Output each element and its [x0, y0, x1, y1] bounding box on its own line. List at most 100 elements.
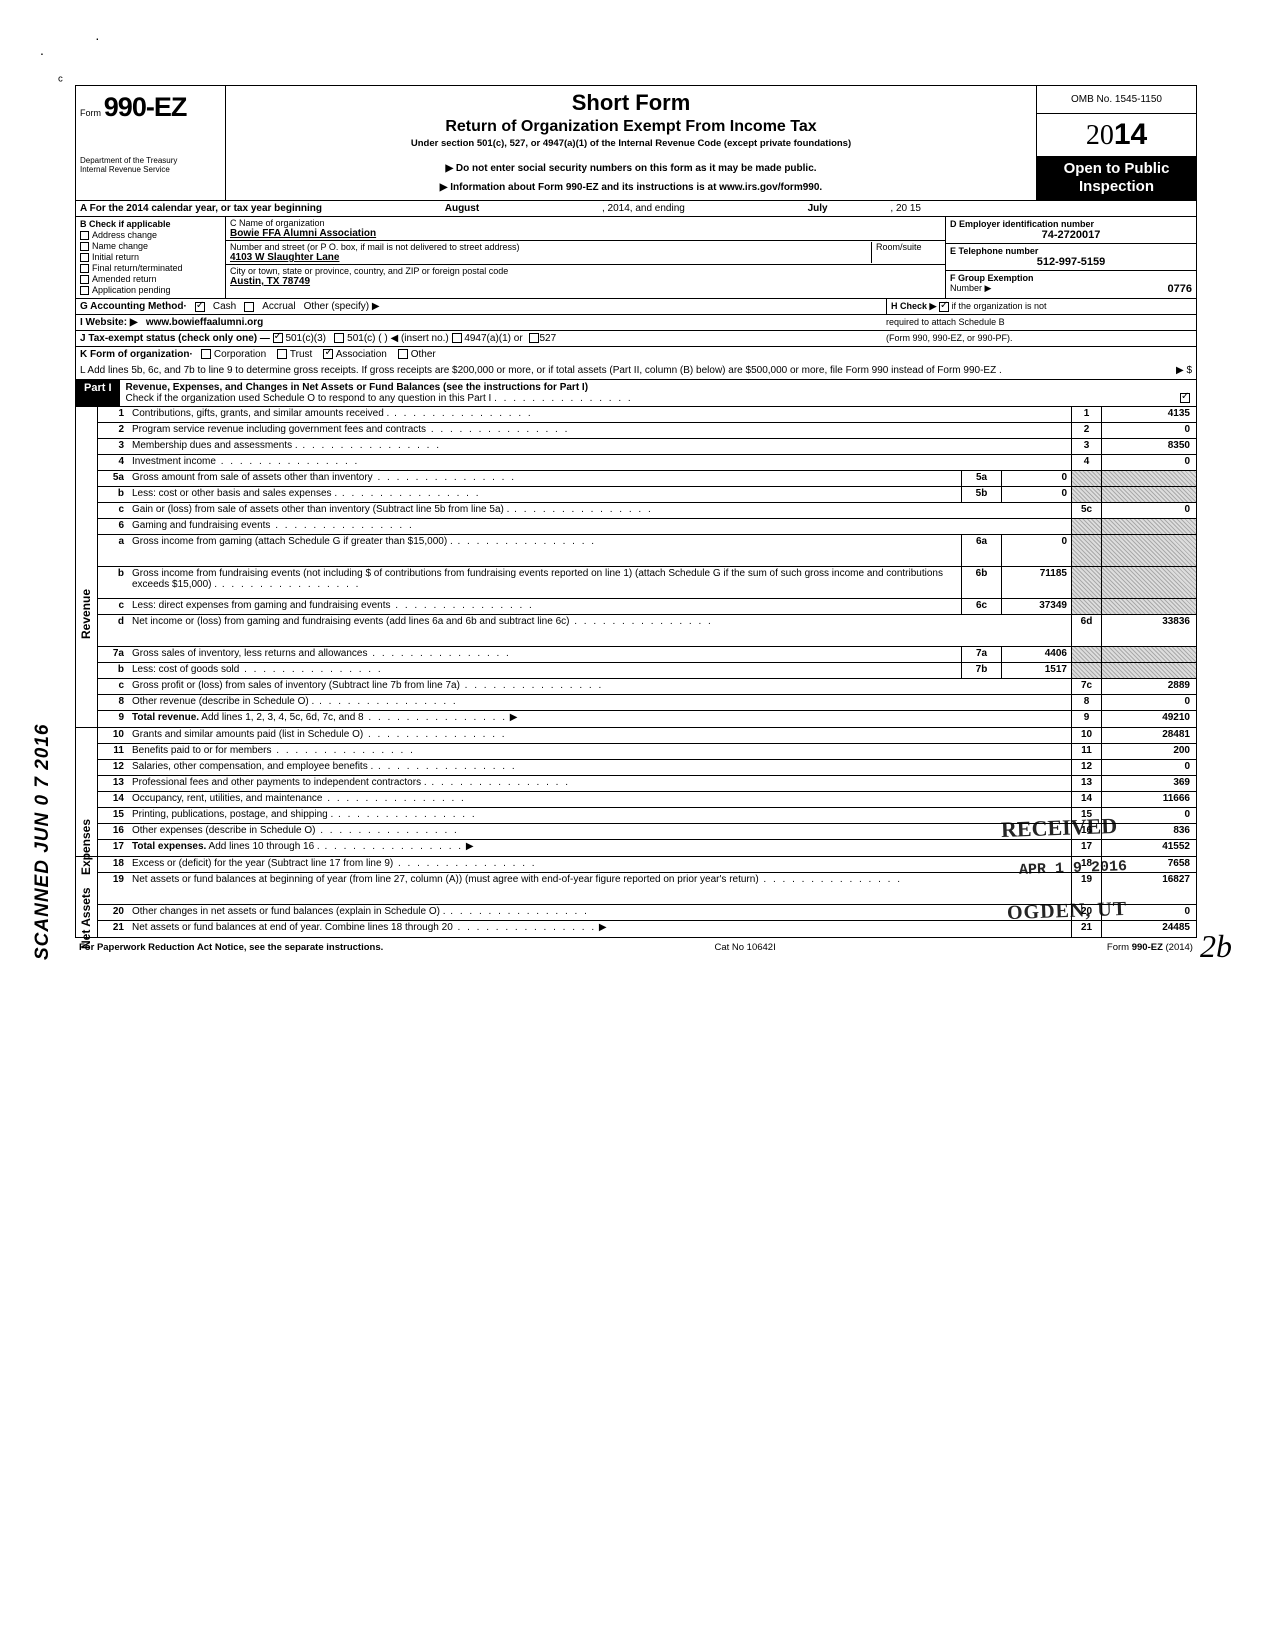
year-suffix: 14 [1114, 118, 1147, 151]
chk-trust[interactable] [277, 349, 287, 359]
line-number: 4 [98, 455, 128, 470]
line-box-number [1071, 487, 1101, 502]
chk-corp[interactable] [201, 349, 211, 359]
chk-schedule-o[interactable] [1180, 393, 1190, 403]
netassets-table: 18Excess or (deficit) for the year (Subt… [98, 857, 1196, 937]
chk-501c[interactable] [334, 333, 344, 343]
j-4947: 4947(a)(1) or [464, 333, 522, 344]
line-desc: Professional fees and other payments to … [128, 776, 1071, 791]
line-box-number: 9 [1071, 711, 1101, 727]
line-desc: Grants and similar amounts paid (list in… [128, 728, 1071, 743]
side-revenue-text: Revenue [79, 579, 93, 639]
c-room-label: Room/suite [871, 242, 941, 263]
expenses-section: Expenses 10Grants and similar amounts pa… [75, 728, 1197, 857]
chk-schedule-b[interactable] [939, 302, 949, 312]
line-row: bLess: cost or other basis and sales exp… [98, 487, 1196, 503]
row-a-mid: , 2014, and ending [602, 203, 685, 214]
line-desc: Less: direct expenses from gaming and fu… [128, 599, 961, 614]
line-number: 17 [98, 840, 128, 856]
chk-501c3[interactable] [273, 333, 283, 343]
line-number: 11 [98, 744, 128, 759]
l-text: L Add lines 5b, 6c, and 7b to line 9 to … [80, 365, 1002, 376]
g-cash: Cash [213, 301, 236, 312]
line-desc: Benefits paid to or for members [128, 744, 1071, 759]
k-trust: Trust [290, 349, 312, 360]
chk-other-org[interactable] [398, 349, 408, 359]
h-schedule-b: H Check ▶ if the organization is not [886, 299, 1196, 314]
line-value: 0 [1101, 808, 1196, 823]
line-value: 28481 [1101, 728, 1196, 743]
line-desc: Occupancy, rent, utilities, and maintena… [128, 792, 1071, 807]
line-number: 9 [98, 711, 128, 727]
chk-name-change[interactable]: Name change [80, 241, 221, 251]
line-box-number: 5c [1071, 503, 1101, 518]
line-box-number: 13 [1071, 776, 1101, 791]
line-box-number: 21 [1071, 921, 1101, 937]
line-desc: Net assets or fund balances at beginning… [128, 873, 1071, 904]
chk-address-change[interactable]: Address change [80, 230, 221, 240]
stamp-scanned: SCANNED JUN 0 7 2016 [32, 724, 54, 960]
line-box-number: 4 [1071, 455, 1101, 470]
line-desc: Total revenue. Add lines 1, 2, 3, 4, 5c,… [128, 711, 1071, 727]
line-row: 20Other changes in net assets or fund ba… [98, 905, 1196, 921]
sub-line-box: 6b [961, 567, 1001, 598]
chk-accrual[interactable] [244, 302, 254, 312]
line-box-number: 1 [1071, 407, 1101, 422]
line-number: b [98, 567, 128, 598]
form-label: Form [80, 108, 101, 118]
line-box-number: 10 [1071, 728, 1101, 743]
d-label: D Employer identification number [950, 219, 1094, 229]
part-i-title-block: Revenue, Expenses, and Changes in Net As… [120, 380, 1196, 406]
chk-amended[interactable]: Amended return [80, 274, 221, 284]
line-row: 17Total expenses. Add lines 10 through 1… [98, 840, 1196, 856]
sub-line-box: 7a [961, 647, 1001, 662]
c-street-label: Number and street (or P O. box, if mail … [230, 242, 871, 252]
line-value: 7658 [1101, 857, 1196, 872]
line-value: 49210 [1101, 711, 1196, 727]
identification-grid: B Check if applicable Address change Nam… [75, 217, 1197, 299]
line-box-number: 7c [1071, 679, 1101, 694]
g-label: G Accounting Method· [80, 301, 187, 312]
line-row: 21Net assets or fund balances at end of … [98, 921, 1196, 937]
j-501c3: 501(c)(3) [285, 333, 326, 344]
omb-number: OMB No. 1545-1150 [1037, 86, 1196, 114]
line-number: 5a [98, 471, 128, 486]
line-row: 1Contributions, gifts, grants, and simil… [98, 407, 1196, 423]
line-number: 19 [98, 873, 128, 904]
chk-app-pending[interactable]: Application pending [80, 285, 221, 295]
line-value: 41552 [1101, 840, 1196, 856]
line-number: 3 [98, 439, 128, 454]
c-city-label: City or town, state or province, country… [230, 266, 941, 276]
row-i-website: I Website: ▶ www.bowieffaalumni.org requ… [75, 315, 1197, 331]
j-insert: ) ◀ (insert no.) [384, 333, 448, 344]
chk-initial-return[interactable]: Initial return [80, 252, 221, 262]
revenue-table: 1Contributions, gifts, grants, and simil… [98, 407, 1196, 727]
title-ssn-notice: ▶ Do not enter social security numbers o… [234, 163, 1028, 174]
line-box-number: 19 [1071, 873, 1101, 904]
side-revenue: Revenue [76, 407, 98, 727]
line-number: 15 [98, 808, 128, 823]
e-label: E Telephone number [950, 246, 1038, 256]
row-a-begin: August [445, 203, 479, 214]
chk-527[interactable] [529, 333, 539, 343]
line-value [1101, 647, 1196, 662]
line-desc: Gross income from gaming (attach Schedul… [128, 535, 961, 566]
line-number: 14 [98, 792, 128, 807]
line-box-number [1071, 567, 1101, 598]
chk-4947[interactable] [452, 333, 462, 343]
line-box-number: 14 [1071, 792, 1101, 807]
line-value: 0 [1101, 423, 1196, 438]
chk-final-return[interactable]: Final return/terminated [80, 263, 221, 273]
line-value: 2889 [1101, 679, 1196, 694]
line-box-number: 20 [1071, 905, 1101, 920]
line-box-number: 17 [1071, 840, 1101, 856]
row-a-end-month: July [808, 203, 828, 214]
chk-assoc[interactable] [323, 349, 333, 359]
signature-mark: 2b [1200, 928, 1232, 965]
g-accrual: Accrual [262, 301, 295, 312]
line-value: 8350 [1101, 439, 1196, 454]
line-desc: Other revenue (describe in Schedule O) . [128, 695, 1071, 710]
chk-cash[interactable] [195, 302, 205, 312]
f-label2: Number ▶ [950, 283, 991, 293]
sub-line-value: 0 [1001, 471, 1071, 486]
